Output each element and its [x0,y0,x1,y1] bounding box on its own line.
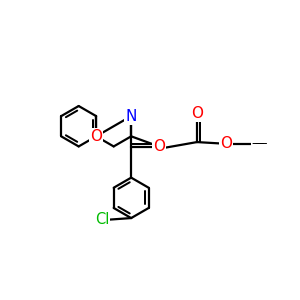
Text: O: O [220,136,232,151]
Text: —: — [252,137,264,150]
Text: O: O [191,106,203,121]
Text: N: N [125,109,137,124]
Text: —: — [255,137,267,150]
Text: Cl: Cl [95,212,109,227]
Text: O: O [153,140,165,154]
Text: O: O [90,129,102,144]
